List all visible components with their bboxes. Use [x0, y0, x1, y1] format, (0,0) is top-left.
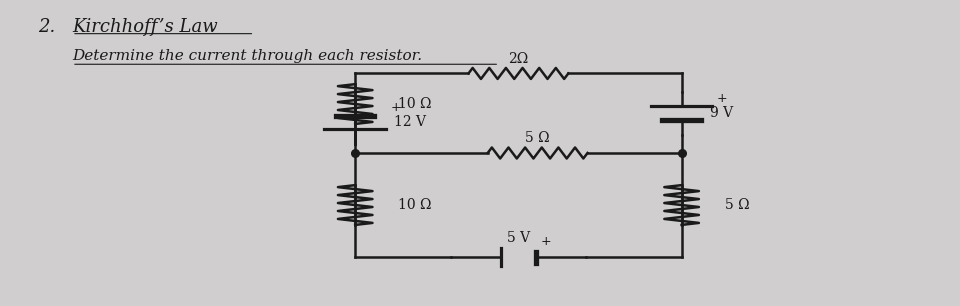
Text: 12 V: 12 V	[394, 115, 425, 129]
Text: 10 Ω: 10 Ω	[398, 198, 432, 212]
Text: +: +	[540, 236, 551, 248]
Text: 5 V: 5 V	[507, 231, 530, 245]
Text: Determine the current through each resistor.: Determine the current through each resis…	[72, 49, 422, 63]
Text: 2Ω: 2Ω	[508, 52, 529, 66]
Text: Kirchhoff’s Law: Kirchhoff’s Law	[72, 18, 218, 36]
Text: 9 V: 9 V	[710, 106, 733, 120]
Text: 10 Ω: 10 Ω	[398, 97, 432, 111]
Text: +: +	[717, 92, 728, 105]
Text: 2.: 2.	[38, 18, 56, 36]
Text: 5 Ω: 5 Ω	[525, 131, 550, 145]
Text: +: +	[391, 101, 401, 114]
Text: 5 Ω: 5 Ω	[725, 198, 750, 212]
